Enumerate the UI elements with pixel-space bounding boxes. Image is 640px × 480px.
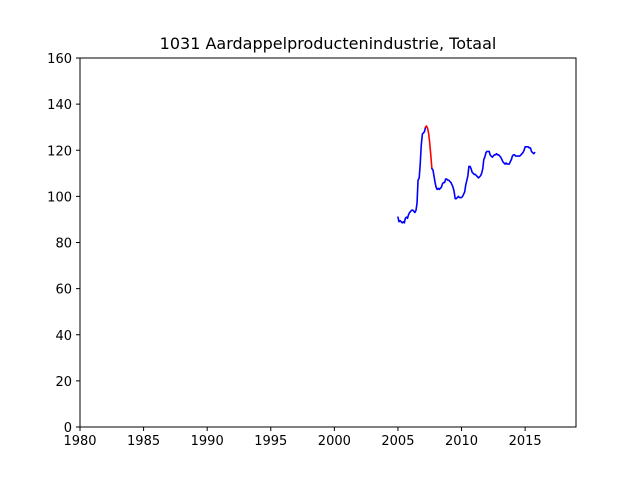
x-tick-label: 2000: [318, 434, 351, 449]
x-tick-label: 1985: [127, 434, 160, 449]
x-tick-label: 1980: [63, 434, 96, 449]
axis-layer: 1980 1985 1990 1995 2000 2005 2010 2015 0 20 40 60 8…: [47, 52, 542, 449]
series-layer: [397, 125, 536, 224]
y-tick-label: 40: [55, 329, 72, 344]
series-line-3: [431, 145, 536, 200]
y-tick-label: 120: [47, 144, 72, 159]
x-tick-label: 1990: [191, 434, 224, 449]
y-tick-label: 60: [55, 283, 72, 298]
y-tick-label: 20: [55, 375, 72, 390]
y-tick-label: 140: [47, 98, 72, 113]
x-tick-label: 1995: [254, 434, 287, 449]
y-tick-label: 100: [47, 190, 72, 205]
plot-area: [80, 58, 576, 427]
x-tick-label: 2015: [509, 434, 542, 449]
chart-title: 1031 Aardappelproductenindustrie, Totaal: [160, 34, 497, 53]
y-tick-label: 80: [55, 237, 72, 252]
y-tick-label: 160: [47, 52, 72, 67]
series-line-2: [424, 125, 433, 170]
y-tick-label: 0: [64, 421, 72, 436]
x-tick-label: 2010: [445, 434, 478, 449]
plot-frame: [79, 57, 577, 428]
x-tick-label: 2005: [381, 434, 414, 449]
series-line-1: [397, 126, 427, 224]
